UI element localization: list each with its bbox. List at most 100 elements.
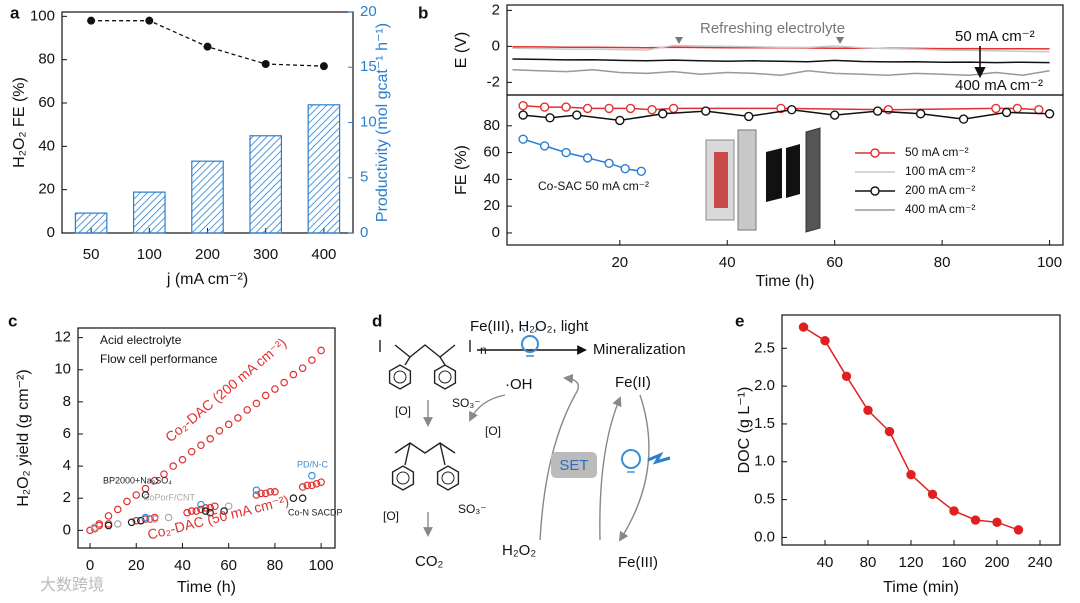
- point: [261, 60, 270, 68]
- legend-label: 200 mA cm⁻²: [905, 183, 975, 197]
- y-tick-label: 10: [54, 361, 71, 378]
- series-label: Co-SAC 50 mA cm⁻²: [538, 179, 649, 193]
- point: [582, 153, 593, 163]
- point: [201, 507, 210, 515]
- point: [266, 487, 275, 496]
- point: [744, 111, 754, 122]
- legend-label: 400 mA cm⁻²: [905, 202, 975, 216]
- benzene-ring: [436, 465, 460, 491]
- x-tick-label: 100: [1037, 254, 1062, 271]
- y-axis-label: H₂O₂ yield (g cm⁻²): [15, 369, 32, 506]
- ring-bond: [441, 471, 455, 485]
- point: [701, 106, 711, 116]
- x-tick-label: 60: [220, 557, 237, 574]
- y-tick-label: -2: [487, 73, 500, 90]
- y-tick-label: 8: [63, 393, 71, 410]
- cell-device: [705, 127, 821, 233]
- point: [90, 523, 99, 531]
- point: [183, 508, 191, 517]
- y-tick-label: 40: [38, 137, 55, 154]
- point: [104, 521, 113, 530]
- point: [298, 483, 307, 491]
- point: [289, 494, 298, 503]
- x-tick-label: 240: [1027, 554, 1052, 571]
- y-tick-label: 0: [47, 224, 55, 241]
- point: [539, 102, 550, 112]
- ring-bond: [393, 370, 407, 384]
- point: [668, 103, 679, 114]
- point: [87, 16, 96, 25]
- y2-tick-label: 0: [360, 224, 368, 241]
- point: [150, 476, 159, 485]
- annotation-marker: [836, 37, 844, 44]
- ring-bond: [396, 471, 410, 485]
- point: [970, 515, 981, 525]
- point: [518, 134, 528, 144]
- x-tick-label: 200: [984, 554, 1009, 571]
- point: [203, 42, 212, 51]
- y-tick-label: 20: [38, 181, 55, 198]
- y-tick-label: 80: [38, 51, 55, 68]
- y-tick-label: 0: [63, 521, 71, 538]
- point: [160, 470, 168, 478]
- iron-2: Fe(II): [615, 374, 651, 391]
- point: [206, 435, 214, 443]
- point: [261, 391, 270, 400]
- y-tick-label: 20: [483, 197, 500, 214]
- annotation: Flow cell performance: [100, 352, 218, 366]
- y-tick-label: 2: [492, 1, 500, 18]
- point: [308, 356, 316, 364]
- point: [991, 103, 1001, 114]
- legend-marker: [870, 186, 880, 196]
- y2-tick-label: 5: [360, 169, 368, 186]
- x-axis-label: Time (min): [883, 579, 959, 596]
- x-tick-label: 200: [195, 246, 220, 263]
- panel-label: e: [735, 311, 744, 330]
- y2-tick-label: 20: [360, 3, 377, 20]
- point: [164, 513, 173, 522]
- point: [620, 163, 630, 174]
- h2o2: H₂O₂: [502, 542, 536, 559]
- point: [197, 441, 205, 450]
- point: [820, 336, 830, 346]
- series-label: PD/N-C: [297, 459, 328, 469]
- panel-label: b: [418, 3, 428, 22]
- iron-3: Fe(III): [618, 554, 658, 571]
- ring-bond: [438, 370, 452, 384]
- y2-tick-label: 15: [360, 58, 377, 75]
- point: [187, 447, 196, 456]
- point: [636, 166, 646, 177]
- bar: [191, 160, 224, 234]
- plot-frame: [781, 314, 1061, 546]
- point: [545, 113, 555, 123]
- line: [512, 44, 1050, 53]
- panel-label: a: [10, 3, 20, 22]
- annotation: Refreshing electrolyte: [700, 20, 845, 37]
- point: [518, 110, 528, 120]
- series-label: BP2000+Na₂SO₄: [103, 475, 172, 485]
- point: [298, 364, 307, 372]
- point: [211, 502, 219, 511]
- reaction-scheme: [379, 327, 671, 542]
- bar: [249, 135, 283, 234]
- x-tick-label: 20: [611, 254, 628, 271]
- point: [1034, 105, 1044, 115]
- annotation-marker: [675, 37, 683, 44]
- x-tick-label: 400: [311, 246, 336, 263]
- annotation: 50 mA cm⁻²: [955, 28, 1035, 45]
- point: [243, 406, 251, 414]
- x-tick-label: 160: [941, 554, 966, 571]
- point: [224, 420, 233, 429]
- point: [197, 500, 205, 509]
- point: [884, 426, 895, 437]
- y-tick-label: 6: [63, 425, 71, 442]
- x-axis-label: Time (h): [177, 579, 236, 596]
- point: [206, 508, 214, 517]
- sulfonate: SO₃⁻: [458, 502, 487, 516]
- x-tick-label: 40: [719, 254, 736, 271]
- point: [234, 414, 242, 422]
- point: [312, 479, 321, 488]
- point: [123, 497, 131, 506]
- x-tick-label: 80: [267, 557, 284, 574]
